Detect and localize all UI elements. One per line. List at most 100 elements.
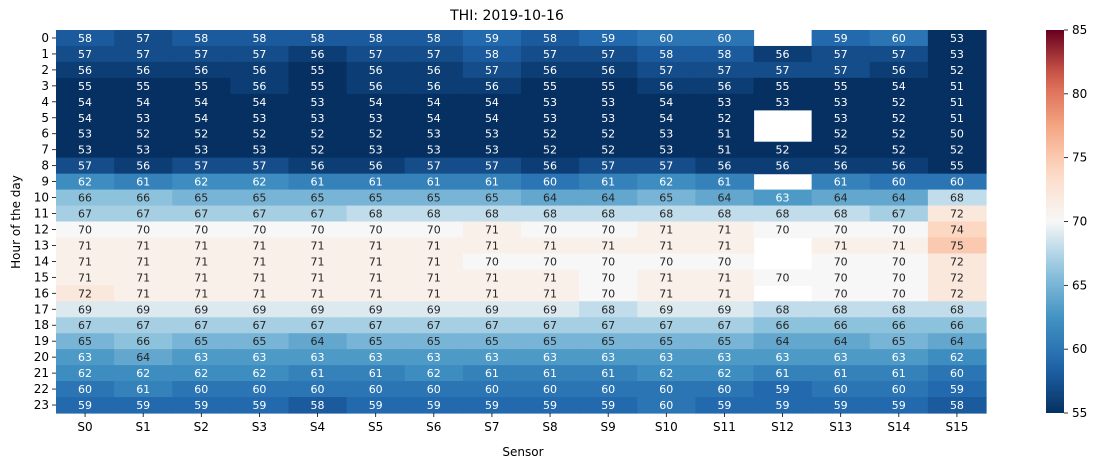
heatmap-cell bbox=[869, 253, 929, 270]
x-tick-label: S7 bbox=[484, 420, 499, 434]
cell-value-label: 70 bbox=[78, 223, 92, 236]
y-tick-label: 7 bbox=[41, 143, 49, 157]
cell-value-label: 56 bbox=[78, 64, 92, 77]
cell-value-label: 71 bbox=[717, 223, 731, 236]
heatmap-cell bbox=[346, 365, 406, 382]
heatmap-cell bbox=[114, 285, 173, 302]
heatmap-cell bbox=[404, 237, 464, 255]
y-tick-label: 16 bbox=[34, 286, 49, 300]
cell-value-label: 70 bbox=[136, 223, 150, 236]
heatmap-cell bbox=[579, 301, 638, 318]
cell-value-label: 64 bbox=[834, 335, 848, 348]
cell-value-label: 53 bbox=[659, 128, 673, 141]
heatmap-cell bbox=[114, 109, 173, 127]
heatmap-cell bbox=[753, 381, 813, 398]
heatmap-cell bbox=[579, 253, 638, 270]
heatmap-cell bbox=[811, 253, 871, 270]
cell-value-label: 52 bbox=[601, 144, 615, 157]
cell-value-label: 60 bbox=[659, 399, 673, 412]
cell-value-label: 71 bbox=[252, 255, 266, 268]
heatmap-cell bbox=[811, 221, 871, 239]
heatmap-cell bbox=[288, 301, 348, 318]
cell-value-label: 57 bbox=[717, 64, 731, 77]
heatmap-cell bbox=[114, 205, 173, 223]
cell-value-label: 71 bbox=[427, 239, 441, 252]
cell-value-label: 54 bbox=[427, 96, 441, 109]
heatmap-cell bbox=[811, 157, 871, 175]
cell-value-label: 61 bbox=[543, 367, 557, 380]
cell-value-label: 69 bbox=[78, 303, 92, 316]
heatmap-cell bbox=[811, 61, 871, 79]
cell-value-label: 71 bbox=[136, 239, 150, 252]
cell-value-label: 52 bbox=[543, 128, 557, 141]
heatmap-cell bbox=[811, 141, 871, 159]
cell-value-label: 56 bbox=[427, 64, 441, 77]
heatmap-cell bbox=[637, 109, 696, 127]
cell-value-label: 51 bbox=[950, 96, 964, 109]
heatmap-cell bbox=[753, 269, 813, 286]
cell-value-label: 56 bbox=[717, 160, 731, 173]
heatmap-cell bbox=[56, 189, 115, 207]
cell-value-label: 70 bbox=[601, 271, 615, 284]
cell-value-label: 64 bbox=[892, 192, 906, 205]
heatmap-cell bbox=[56, 61, 115, 79]
heatmap-cell bbox=[811, 237, 871, 255]
heatmap-cell bbox=[56, 381, 115, 398]
heatmap-cell bbox=[579, 77, 638, 95]
heatmap-cell bbox=[695, 93, 755, 111]
cell-value-label: 57 bbox=[136, 32, 150, 45]
heatmap-cell bbox=[637, 397, 696, 414]
cell-value-label: 65 bbox=[369, 335, 383, 348]
cell-value-label: 52 bbox=[311, 144, 325, 157]
heatmap-cell bbox=[927, 253, 987, 270]
heatmap-cell bbox=[695, 333, 755, 350]
heatmap-cell bbox=[869, 365, 929, 382]
cell-value-label: 68 bbox=[776, 208, 790, 221]
cell-value-label: 68 bbox=[485, 208, 499, 221]
cell-value-label: 70 bbox=[776, 271, 790, 284]
cell-value-label: 54 bbox=[892, 80, 906, 93]
heatmap-cell bbox=[869, 141, 929, 159]
heatmap-cell bbox=[288, 109, 348, 127]
cell-value-label: 67 bbox=[194, 208, 208, 221]
cell-value-label: 53 bbox=[369, 112, 383, 125]
cell-value-label: 63 bbox=[194, 351, 208, 364]
heatmap-cell bbox=[869, 125, 929, 143]
heatmap-cell bbox=[114, 157, 173, 175]
heatmap-cell bbox=[869, 397, 929, 414]
cell-value-label: 61 bbox=[776, 367, 790, 380]
cell-value-label: 57 bbox=[776, 64, 790, 77]
cell-value-label: 71 bbox=[485, 239, 499, 252]
cell-value-label: 71 bbox=[427, 255, 441, 268]
cell-value-label: 54 bbox=[78, 96, 92, 109]
cell-value-label: 71 bbox=[252, 287, 266, 300]
cell-value-label: 71 bbox=[136, 271, 150, 284]
heatmap-cell bbox=[56, 333, 115, 350]
heatmap-cell bbox=[927, 125, 987, 143]
cell-value-label: 71 bbox=[194, 287, 208, 300]
heatmap-cell bbox=[56, 301, 115, 318]
cell-value-label: 54 bbox=[252, 96, 266, 109]
cell-value-label: 62 bbox=[252, 367, 266, 380]
cell-value-label: 68 bbox=[776, 303, 790, 316]
cell-value-label: 54 bbox=[427, 112, 441, 125]
heatmap-cell bbox=[521, 285, 580, 302]
cell-value-label: 62 bbox=[659, 367, 673, 380]
heatmap-cell bbox=[114, 221, 173, 239]
cell-value-label: 71 bbox=[717, 239, 731, 252]
heatmap-cell bbox=[230, 173, 290, 191]
cell-value-label: 71 bbox=[659, 223, 673, 236]
cell-value-label: 71 bbox=[369, 239, 383, 252]
heatmap-cell bbox=[811, 365, 871, 382]
heatmap-cell bbox=[114, 381, 173, 398]
cell-value-label: 71 bbox=[311, 239, 325, 252]
cell-value-label: 59 bbox=[601, 32, 615, 45]
cell-value-label: 53 bbox=[485, 144, 499, 157]
heatmap-cells bbox=[56, 30, 987, 414]
cell-value-label: 54 bbox=[194, 112, 208, 125]
heatmap-cell bbox=[346, 109, 406, 127]
heatmap-cell bbox=[521, 205, 580, 223]
cell-value-label: 71 bbox=[543, 239, 557, 252]
cell-value-label: 57 bbox=[834, 48, 848, 61]
cell-value-label: 67 bbox=[601, 319, 615, 332]
